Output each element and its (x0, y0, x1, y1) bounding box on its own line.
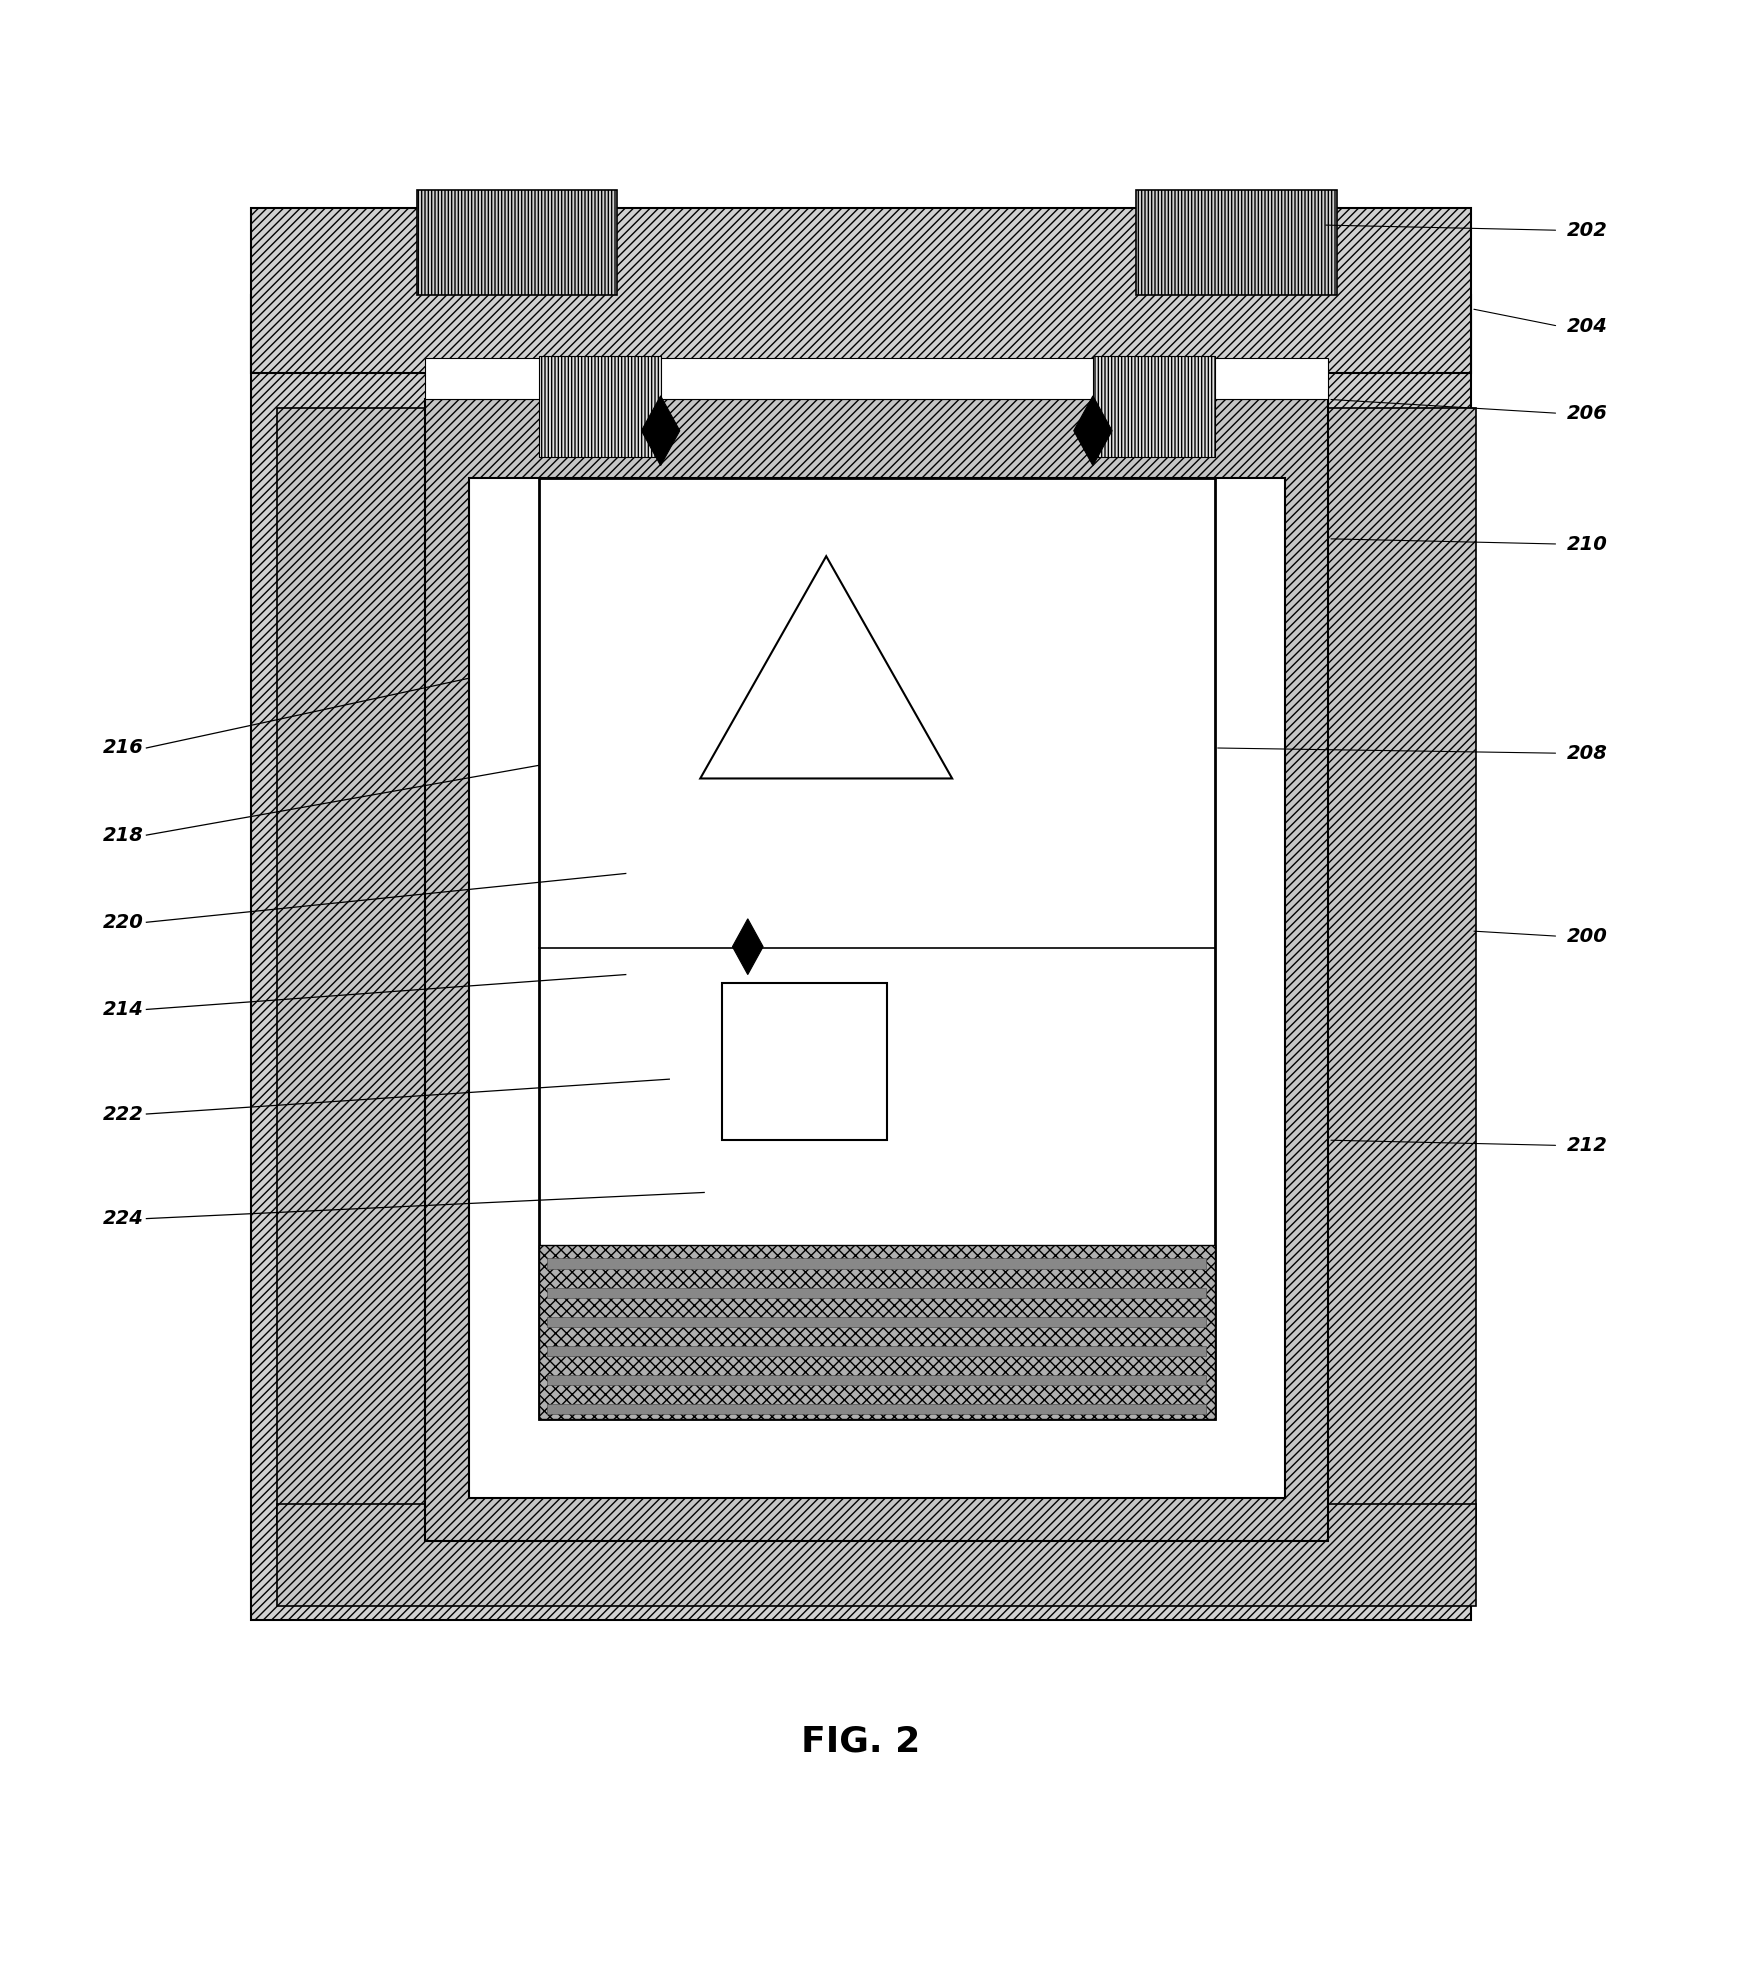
Bar (1093, 355, 1214, 456)
Bar (548, 1288, 1207, 1298)
Text: 202: 202 (1567, 220, 1608, 240)
Text: 214: 214 (104, 1000, 144, 1020)
Bar (548, 1258, 1207, 1268)
Bar (548, 1405, 1207, 1415)
Bar (548, 1345, 1207, 1355)
Text: 220: 220 (104, 913, 144, 932)
Polygon shape (733, 919, 763, 974)
Text: FIG. 2: FIG. 2 (801, 1724, 921, 1758)
Bar (1328, 409, 1476, 1524)
Text: 218: 218 (104, 825, 144, 845)
Bar (425, 399, 1328, 1542)
Text: 224: 224 (104, 1208, 144, 1228)
Polygon shape (701, 556, 952, 778)
Polygon shape (1074, 397, 1112, 466)
Text: 206: 206 (1567, 405, 1608, 423)
Text: 216: 216 (104, 738, 144, 758)
Bar (416, 190, 617, 296)
Text: 208: 208 (1567, 744, 1608, 762)
Bar (278, 1504, 1476, 1605)
Bar (469, 478, 1284, 1498)
Bar (251, 208, 1471, 373)
Bar (278, 409, 425, 1524)
Bar (548, 1375, 1207, 1385)
Bar (425, 357, 1328, 399)
Text: 200: 200 (1567, 927, 1608, 946)
Bar (539, 478, 1214, 1419)
Polygon shape (641, 397, 680, 466)
Bar (1137, 190, 1337, 296)
Bar (251, 296, 1471, 1619)
Bar (539, 1244, 1214, 1419)
Bar (722, 984, 887, 1141)
Text: 222: 222 (104, 1105, 144, 1123)
Text: 204: 204 (1567, 317, 1608, 335)
Text: 212: 212 (1567, 1137, 1608, 1155)
Bar (539, 355, 661, 456)
Text: 210: 210 (1567, 534, 1608, 554)
Bar (548, 1317, 1207, 1327)
